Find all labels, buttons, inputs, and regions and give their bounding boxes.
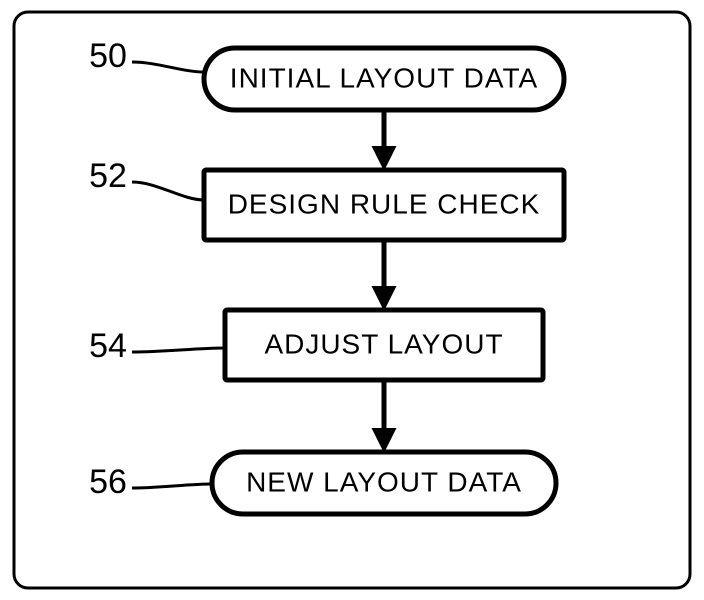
ref-label: 52: [89, 157, 127, 195]
ref-56: 56: [89, 463, 212, 501]
flow-node-n54: ADJUST LAYOUT: [225, 310, 543, 380]
ref-label: 54: [89, 327, 127, 365]
flow-node-n52: DESIGN RULE CHECK: [204, 170, 564, 240]
flow-node-label: NEW LAYOUT DATA: [246, 466, 522, 497]
flow-node-label: INITIAL LAYOUT DATA: [230, 62, 538, 93]
ref-leader: [132, 182, 204, 200]
flow-node-label: DESIGN RULE CHECK: [228, 188, 541, 219]
flow-node-label: ADJUST LAYOUT: [264, 328, 503, 359]
ref-label: 50: [89, 37, 127, 75]
ref-label: 56: [89, 463, 127, 501]
ref-54: 54: [89, 327, 225, 365]
ref-leader: [132, 62, 204, 72]
flow-node-n56: NEW LAYOUT DATA: [212, 452, 556, 514]
ref-leader: [132, 348, 225, 352]
ref-50: 50: [89, 37, 204, 75]
flow-node-n50: INITIAL LAYOUT DATA: [204, 48, 564, 110]
ref-52: 52: [89, 157, 204, 200]
ref-leader: [132, 484, 212, 488]
